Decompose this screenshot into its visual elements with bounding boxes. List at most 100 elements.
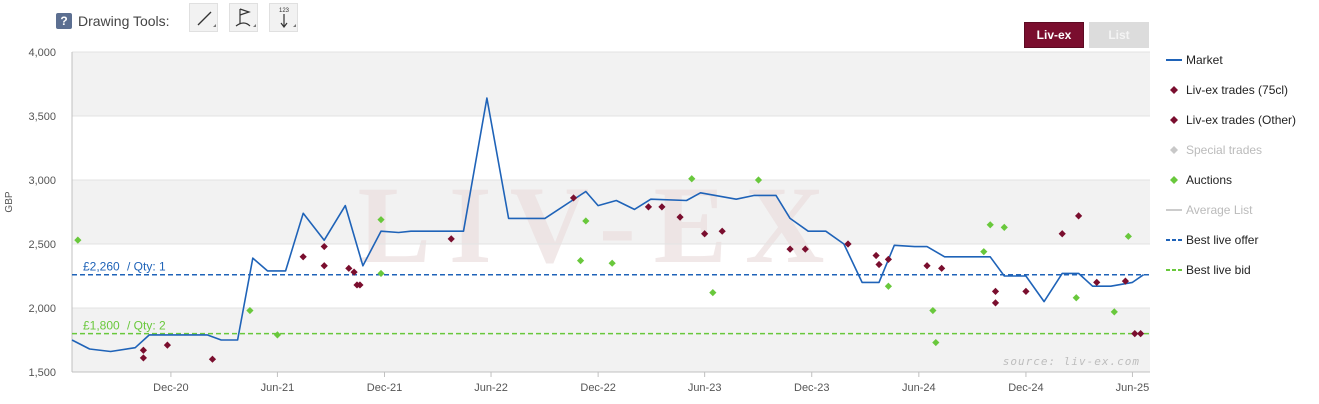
trade-point xyxy=(991,287,1000,295)
plot-band xyxy=(72,116,1150,180)
trade-point xyxy=(320,262,328,270)
x-tick-label: Dec-22 xyxy=(580,382,615,394)
trade-point xyxy=(1022,287,1030,295)
legend-item[interactable]: Liv-ex trades (Other) xyxy=(1166,110,1296,130)
trade-point xyxy=(208,355,217,363)
legend-item[interactable]: Average List xyxy=(1166,200,1253,220)
legend-label: Special trades xyxy=(1186,143,1263,157)
x-tick-label: Dec-23 xyxy=(794,382,829,394)
best-bid-label: £1,800 xyxy=(83,319,120,333)
price-chart: LIV-EX 1,500 2,000 2,500 3,000 3,500 4,000 GBP… xyxy=(4,47,1150,394)
legend-symbol xyxy=(1166,144,1182,156)
legend-label: Best live offer xyxy=(1186,233,1259,247)
tab-liv-ex[interactable]: Liv-ex xyxy=(1024,22,1084,48)
line-tool-icon xyxy=(197,11,216,27)
legend-label: Market xyxy=(1186,53,1223,67)
best-offer-label: £2,260 xyxy=(83,260,120,274)
auction-point xyxy=(986,221,994,229)
trade-point xyxy=(884,255,893,263)
auction-point xyxy=(884,282,893,290)
auction-point xyxy=(246,306,254,315)
auction-point xyxy=(929,306,937,315)
trade-point xyxy=(299,253,307,261)
trade-point xyxy=(938,264,946,272)
legend-symbol xyxy=(1166,234,1182,246)
trade-point xyxy=(163,341,171,349)
legend-label: Average List xyxy=(1186,203,1253,217)
auction-point xyxy=(273,331,282,339)
x-tick-label: Dec-24 xyxy=(1008,382,1043,394)
y-tick-label: 2,000 xyxy=(28,303,56,315)
legend-item[interactable]: Auctions xyxy=(1166,170,1232,190)
trade-point xyxy=(350,268,358,276)
x-tick-label: Jun-24 xyxy=(902,382,936,394)
legend-label: Best live bid xyxy=(1186,263,1251,277)
line-tool-button[interactable] xyxy=(189,3,218,32)
flag-tool-button[interactable] xyxy=(229,3,258,32)
trade-point xyxy=(345,264,353,272)
trade-point xyxy=(801,245,809,253)
tab-list[interactable]: List xyxy=(1089,22,1149,48)
trade-point xyxy=(844,240,852,248)
legend-symbol xyxy=(1166,204,1182,216)
auction-point xyxy=(1000,223,1008,231)
x-tick-label: Jun-25 xyxy=(1116,382,1150,394)
auction-point xyxy=(1124,232,1132,240)
trade-point xyxy=(658,203,666,211)
trade-point xyxy=(676,213,684,221)
legend-symbol xyxy=(1166,264,1182,276)
x-tick-label: Dec-20 xyxy=(153,382,188,394)
trade-point xyxy=(1075,212,1083,220)
plot-band xyxy=(72,180,1150,244)
market-line xyxy=(71,97,1145,353)
y-tick-label: 3,000 xyxy=(28,175,56,187)
legend-label: Liv-ex trades (Other) xyxy=(1186,113,1297,127)
trade-point xyxy=(718,227,726,235)
trade-point xyxy=(644,203,653,211)
y-tick-label: 2,500 xyxy=(28,239,56,251)
legend-symbol xyxy=(1166,54,1182,66)
trade-point xyxy=(991,299,1000,307)
legend-item[interactable]: Liv-ex trades (75cl) xyxy=(1166,80,1288,100)
y-axis-label: GBP xyxy=(4,191,15,212)
trade-point xyxy=(1058,230,1066,238)
measure-tool-icon: 123 xyxy=(279,8,296,28)
trade-point xyxy=(139,354,147,362)
auction-point xyxy=(980,248,988,256)
auction-point xyxy=(608,259,616,267)
legend-label: Auctions xyxy=(1186,173,1233,187)
trade-point xyxy=(447,235,455,243)
y-tick-label: 3,500 xyxy=(28,111,56,123)
x-tick-label: Jun-22 xyxy=(474,382,508,394)
legend-symbol xyxy=(1166,114,1182,126)
legend-symbol xyxy=(1166,84,1182,96)
legend-item[interactable]: Special trades xyxy=(1166,140,1262,160)
legend-item[interactable]: Best live bid xyxy=(1166,260,1251,280)
x-tick-label: Jun-21 xyxy=(261,382,295,394)
auction-point xyxy=(377,269,385,278)
auction-point xyxy=(1072,294,1080,302)
trade-point xyxy=(1121,277,1130,285)
flag-tool-icon xyxy=(235,8,256,27)
legend-item[interactable]: Best live offer xyxy=(1166,230,1258,250)
auction-point xyxy=(582,217,590,225)
legend-item[interactable]: Market xyxy=(1166,50,1223,70)
auction-point xyxy=(932,338,940,347)
auction-point xyxy=(688,175,696,183)
help-icon[interactable]: ? xyxy=(56,13,72,29)
measure-tool-button[interactable]: 123 xyxy=(269,3,298,32)
x-tick-label: Dec-21 xyxy=(367,382,402,394)
trade-point xyxy=(569,194,578,202)
auction-point xyxy=(74,236,82,244)
best-bid-qty: / Qty: 2 xyxy=(127,319,166,333)
auction-point xyxy=(576,257,585,265)
auction-point xyxy=(709,289,717,297)
best-offer-qty: / Qty: 1 xyxy=(127,260,166,274)
trade-point xyxy=(872,251,880,260)
toolbar-label: Drawing Tools: xyxy=(78,13,170,29)
trade-point xyxy=(320,242,328,251)
trade-point xyxy=(356,281,364,289)
plot-band xyxy=(72,308,1150,372)
watermark-text: LIV-EX xyxy=(358,164,843,286)
auction-point xyxy=(377,216,385,224)
